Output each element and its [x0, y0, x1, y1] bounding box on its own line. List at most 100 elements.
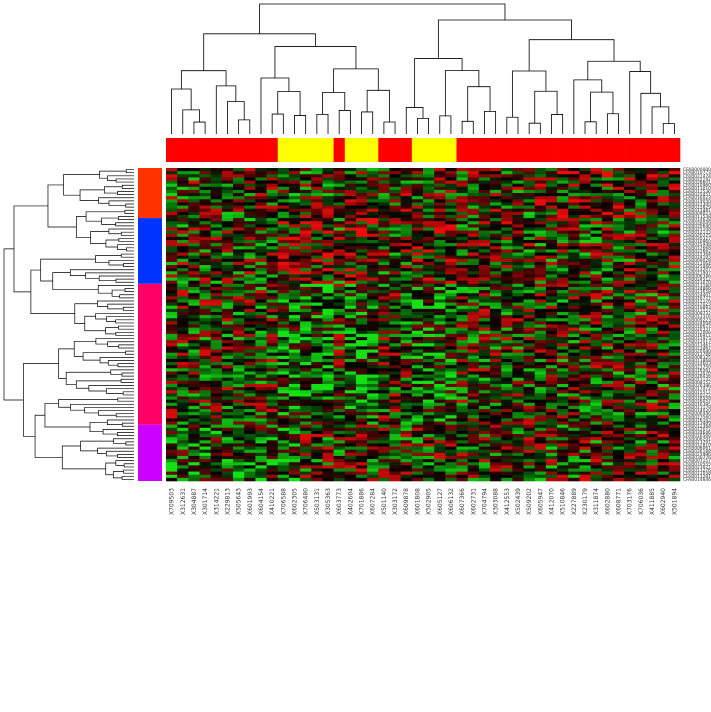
heatmap-cell — [344, 315, 357, 319]
heatmap-cell — [668, 296, 681, 300]
heatmap-cell — [177, 346, 189, 350]
heatmap-cell — [166, 290, 178, 294]
heatmap-cell — [557, 243, 569, 247]
heatmap-cell — [210, 180, 223, 184]
heatmap-cell — [668, 286, 681, 291]
column-dendrogram-branch — [528, 122, 541, 134]
heatmap-cell — [288, 424, 301, 429]
heatmap-cell — [545, 390, 558, 394]
heatmap-cell — [545, 352, 558, 357]
row-dendrogram-branch — [115, 319, 134, 324]
heatmap-cell — [635, 371, 647, 375]
heatmap-cell — [534, 211, 547, 216]
heatmap-cell — [177, 271, 189, 275]
heatmap-cell — [612, 177, 625, 181]
heatmap-cell — [445, 374, 457, 379]
heatmap-cell — [199, 268, 211, 272]
heatmap-cell — [378, 396, 390, 400]
heatmap-cell — [322, 477, 334, 482]
heatmap-cell — [657, 399, 670, 404]
heatmap-cell — [456, 343, 468, 347]
heatmap-cell — [501, 405, 513, 410]
heatmap-cell — [244, 224, 256, 228]
heatmap-cell — [646, 449, 658, 454]
heatmap-cell — [389, 246, 401, 250]
heatmap-cell — [188, 393, 200, 397]
heatmap-cell — [389, 434, 401, 438]
heatmap-cell — [378, 465, 390, 469]
heatmap-cell — [456, 449, 468, 454]
heatmap-cell — [221, 409, 234, 413]
heatmap-cell — [288, 459, 301, 463]
heatmap-cell — [210, 274, 223, 278]
heatmap-cell — [445, 296, 457, 300]
heatmap-cell — [389, 315, 401, 319]
heatmap-cell — [300, 374, 312, 379]
heatmap-cell — [333, 233, 346, 238]
heatmap-cell — [635, 365, 647, 369]
heatmap-cell — [411, 268, 424, 272]
heatmap-cell — [512, 452, 524, 457]
heatmap-cell — [501, 202, 513, 206]
heatmap-cell — [568, 280, 580, 285]
heatmap-cell — [378, 459, 390, 463]
heatmap-cell — [255, 346, 267, 350]
row-label: CFAB016395 — [683, 402, 711, 408]
heatmap-cell — [210, 233, 223, 238]
heatmap-cell — [244, 268, 256, 272]
heatmap-cell — [624, 174, 636, 178]
row-label: CFAB011180 — [683, 283, 711, 289]
heatmap-cell — [534, 221, 547, 225]
heatmap-cell — [557, 293, 569, 297]
heatmap-cell — [210, 186, 223, 191]
heatmap-cell — [478, 459, 491, 463]
heatmap-cell — [423, 177, 435, 181]
heatmap-cell — [411, 168, 424, 172]
heatmap-cell — [389, 377, 401, 382]
heatmap-cell — [333, 286, 346, 291]
heatmap-cell — [378, 349, 390, 353]
heatmap-cell — [646, 224, 658, 228]
heatmap-cell — [210, 402, 223, 407]
heatmap-cell — [579, 243, 591, 247]
heatmap-cell — [300, 252, 312, 256]
heatmap-cell — [490, 239, 502, 244]
heatmap-cell — [311, 446, 323, 450]
row-label: CFAB023021 — [683, 464, 711, 470]
heatmap-cell — [221, 427, 234, 432]
heatmap-cell — [355, 415, 368, 419]
column-label: X603773 — [336, 488, 343, 515]
heatmap-cell — [612, 399, 625, 404]
heatmap-cell — [277, 333, 290, 338]
heatmap-cell — [166, 383, 178, 388]
heatmap-cell — [601, 243, 614, 247]
heatmap-cell — [501, 246, 513, 250]
heatmap-cell — [568, 443, 580, 447]
heatmap-cell — [445, 405, 457, 410]
heatmap-cell — [568, 205, 580, 209]
heatmap-cell — [344, 383, 357, 388]
heatmap-cell — [635, 474, 647, 479]
heatmap-cell — [545, 186, 558, 191]
heatmap-cell — [188, 346, 200, 350]
heatmap-cell — [311, 252, 323, 256]
heatmap-cell — [601, 221, 614, 225]
heatmap-cell — [367, 468, 379, 472]
heatmap-cell — [288, 183, 301, 188]
heatmap-cell — [624, 243, 636, 247]
heatmap-cell — [311, 440, 323, 444]
heatmap-cell — [534, 380, 547, 385]
heatmap-cell — [490, 399, 502, 404]
heatmap-cell — [322, 271, 334, 275]
row-label: CFAB010960 — [683, 239, 711, 245]
heatmap-cell — [255, 362, 267, 366]
heatmap-cell — [378, 296, 390, 300]
heatmap-cell — [590, 183, 603, 188]
heatmap-cell — [199, 224, 211, 228]
heatmap-cell — [534, 355, 547, 360]
heatmap-cell — [255, 224, 267, 228]
heatmap-cell — [434, 243, 446, 247]
heatmap-cell — [322, 233, 334, 238]
heatmap-cell — [166, 283, 178, 288]
heatmap-cell — [255, 283, 267, 288]
